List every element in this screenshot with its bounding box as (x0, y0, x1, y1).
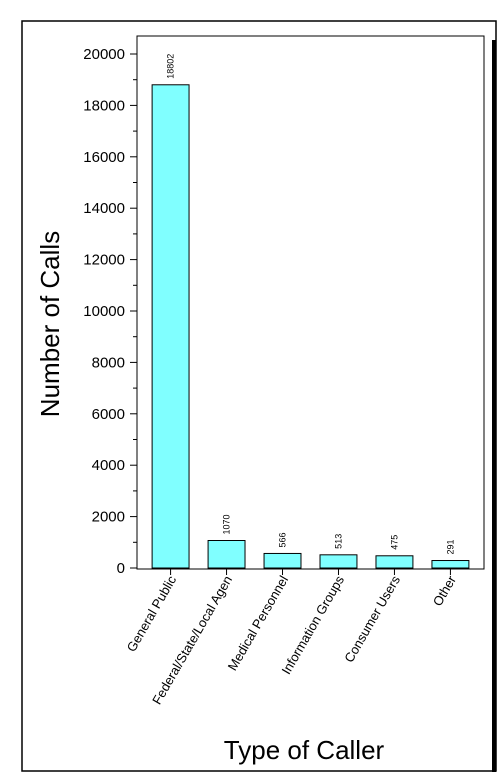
y-tick-label: 16000 (83, 149, 125, 166)
data-label: 513 (333, 534, 343, 549)
data-label: 291 (445, 539, 455, 554)
bar (207, 540, 246, 569)
y-tick-label: 2000 (92, 509, 125, 526)
bars (151, 84, 470, 569)
y-axis-title: Number of Calls (35, 231, 65, 417)
data-label: 475 (389, 535, 399, 550)
data-label: 1070 (222, 514, 232, 534)
x-axis-title: Type of Caller (224, 735, 385, 765)
data-label: 18802 (166, 54, 176, 79)
bar (431, 560, 470, 569)
bar (319, 554, 358, 569)
bar (263, 552, 302, 569)
outer-frame (21, 20, 497, 772)
y-axis: 0 2000 4000 6000 8000 10000 12000 14000 16000 180… (83, 46, 137, 577)
y-tick-label: 18000 (83, 97, 125, 114)
y-tick-label: 20000 (83, 46, 125, 63)
plot-area (136, 35, 485, 570)
y-tick-label: 14000 (83, 200, 125, 217)
y-tick-label: 12000 (83, 252, 125, 269)
y-tick-label: 0 (117, 560, 125, 577)
bar (151, 84, 190, 569)
y-tick-label: 4000 (92, 457, 125, 474)
y-tick-label: 6000 (92, 406, 125, 423)
data-label: 566 (278, 532, 288, 547)
bar (375, 555, 414, 569)
data-labels: 18802 1070 566 513 475 291 (166, 54, 456, 555)
y-tick-label: 10000 (83, 303, 125, 320)
y-tick-label: 8000 (92, 354, 125, 371)
